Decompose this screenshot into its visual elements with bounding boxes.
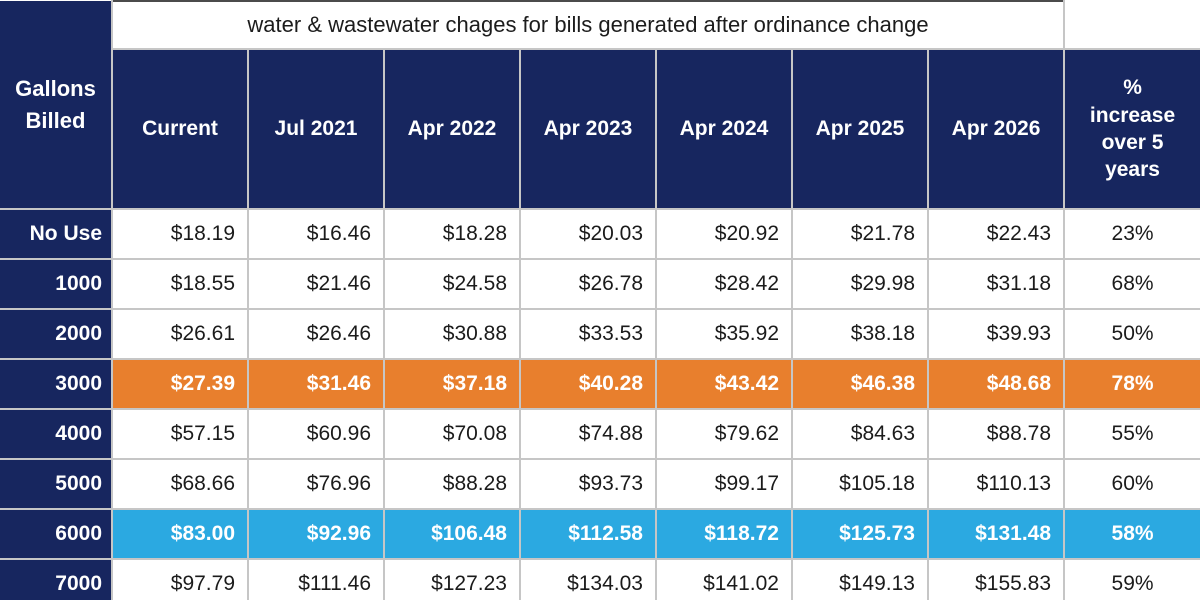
column-header-jul-2021: Jul 2021 <box>247 48 385 210</box>
amount-cell: $24.58 <box>383 258 521 310</box>
amount-cell: $18.19 <box>111 208 249 260</box>
amount-cell: $110.13 <box>926 458 1066 510</box>
percent-cell: 23% <box>1063 208 1200 260</box>
amount-cell: $35.92 <box>655 308 793 360</box>
table-row: No Use $18.19 $16.46 $18.28 $20.03 $20.92 $21.… <box>0 208 1200 260</box>
gallons-billed-header: Gallons Billed <box>0 1 113 210</box>
percent-cell: 55% <box>1063 408 1200 460</box>
amount-cell: $16.46 <box>247 208 385 260</box>
amount-cell: $18.28 <box>383 208 521 260</box>
amount-cell: $26.46 <box>247 308 385 360</box>
amount-cell: $111.46 <box>247 558 385 600</box>
amount-cell: $20.03 <box>519 208 657 260</box>
percent-cell: 58% <box>1063 508 1200 560</box>
amount-cell: $84.63 <box>791 408 929 460</box>
table-title: water & wastewater chages for bills gene… <box>110 0 1066 50</box>
amount-cell: $57.15 <box>111 408 249 460</box>
amount-cell: $46.38 <box>791 358 929 410</box>
table-row: 6000 $83.00 $92.96 $106.48 $112.58 $118.72 $12… <box>0 508 1200 560</box>
amount-cell: $29.98 <box>791 258 929 310</box>
row-label: 2000 <box>0 308 113 360</box>
amount-cell: $88.78 <box>926 408 1066 460</box>
column-header-apr-2022: Apr 2022 <box>383 48 521 210</box>
amount-cell: $99.17 <box>655 458 793 510</box>
table-row: 7000 $97.79 $111.46 $127.23 $134.03 $141.02 $1… <box>0 558 1200 600</box>
percent-cell: 60% <box>1063 458 1200 510</box>
title-row: Gallons Billed water & wastewater chages… <box>0 0 1200 210</box>
amount-cell: $118.72 <box>655 508 793 560</box>
amount-cell: $155.83 <box>926 558 1066 600</box>
percent-cell: 50% <box>1063 308 1200 360</box>
amount-cell: $105.18 <box>791 458 929 510</box>
amount-cell: $21.78 <box>791 208 929 260</box>
table-row: 1000 $18.55 $21.46 $24.58 $26.78 $28.42 $29.98… <box>0 258 1200 310</box>
amount-cell: $88.28 <box>383 458 521 510</box>
amount-cell: $79.62 <box>655 408 793 460</box>
table-row: 3000 $27.39 $31.46 $37.18 $40.28 $43.42 $46.38… <box>0 358 1200 410</box>
amount-cell: $97.79 <box>111 558 249 600</box>
amount-cell: $106.48 <box>383 508 521 560</box>
amount-cell: $134.03 <box>519 558 657 600</box>
amount-cell: $18.55 <box>111 258 249 310</box>
percent-cell: 68% <box>1063 258 1200 310</box>
table-row: 2000 $26.61 $26.46 $30.88 $33.53 $35.92 $38.18… <box>0 308 1200 360</box>
row-label: 5000 <box>0 458 113 510</box>
amount-cell: $76.96 <box>247 458 385 510</box>
amount-cell: $93.73 <box>519 458 657 510</box>
amount-cell: $20.92 <box>655 208 793 260</box>
amount-cell: $37.18 <box>383 358 521 410</box>
amount-cell: $40.28 <box>519 358 657 410</box>
percent-column-spacer <box>1063 1 1200 50</box>
table-row: 4000 $57.15 $60.96 $70.08 $74.88 $79.62 $84.63… <box>0 408 1200 460</box>
amount-cell: $21.46 <box>247 258 385 310</box>
column-header-current: Current <box>111 48 249 210</box>
column-header-apr-2023: Apr 2023 <box>519 48 657 210</box>
row-label: No Use <box>0 208 113 260</box>
row-label: 3000 <box>0 358 113 410</box>
column-header-row: Current Jul 2021 Apr 2022 Apr 2023 Apr 2… <box>0 48 1200 210</box>
table-row: 5000 $68.66 $76.96 $88.28 $93.73 $99.17 $105.1… <box>0 458 1200 510</box>
column-header-apr-2025: Apr 2025 <box>791 48 929 210</box>
percent-cell: 59% <box>1063 558 1200 600</box>
percent-cell: 78% <box>1063 358 1200 410</box>
amount-cell: $28.42 <box>655 258 793 310</box>
amount-cell: $131.48 <box>926 508 1066 560</box>
column-header-apr-2024: Apr 2024 <box>655 48 793 210</box>
column-header-apr-2026: Apr 2026 <box>926 48 1066 210</box>
row-label: 7000 <box>0 558 113 600</box>
amount-cell: $83.00 <box>111 508 249 560</box>
amount-cell: $68.66 <box>111 458 249 510</box>
row-label: 6000 <box>0 508 113 560</box>
amount-cell: $112.58 <box>519 508 657 560</box>
pct-increase-label: % increase over 5 years <box>1089 76 1176 182</box>
amount-cell: $26.61 <box>111 308 249 360</box>
amount-cell: $141.02 <box>655 558 793 600</box>
amount-cell: $48.68 <box>926 358 1066 410</box>
row-label: 1000 <box>0 258 113 310</box>
amount-cell: $60.96 <box>247 408 385 460</box>
amount-cell: $38.18 <box>791 308 929 360</box>
amount-cell: $22.43 <box>926 208 1066 260</box>
amount-cell: $70.08 <box>383 408 521 460</box>
row-label: 4000 <box>0 408 113 460</box>
amount-cell: $31.18 <box>926 258 1066 310</box>
amount-cell: $33.53 <box>519 308 657 360</box>
amount-cell: $43.42 <box>655 358 793 410</box>
amount-cell: $27.39 <box>111 358 249 410</box>
amount-cell: $39.93 <box>926 308 1066 360</box>
amount-cell: $127.23 <box>383 558 521 600</box>
amount-cell: $26.78 <box>519 258 657 310</box>
amount-cell: $74.88 <box>519 408 657 460</box>
amount-cell: $149.13 <box>791 558 929 600</box>
gallons-billed-label: Gallons Billed <box>15 75 96 133</box>
amount-cell: $31.46 <box>247 358 385 410</box>
column-header-pct-increase: % increase over 5 years <box>1063 48 1200 210</box>
amount-cell: $30.88 <box>383 308 521 360</box>
amount-cell: $92.96 <box>247 508 385 560</box>
amount-cell: $125.73 <box>791 508 929 560</box>
